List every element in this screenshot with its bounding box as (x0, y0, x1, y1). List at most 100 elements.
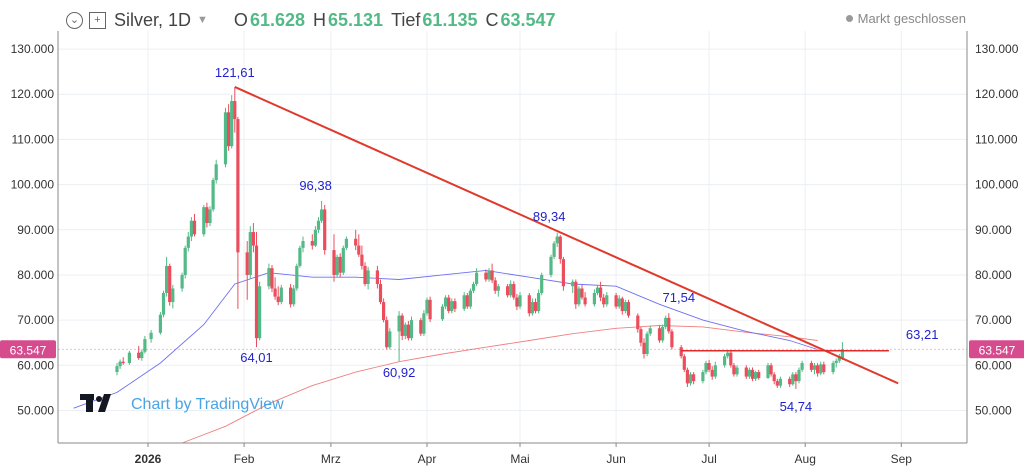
candle-body (710, 369, 714, 377)
candle-body (118, 361, 122, 367)
candle-body (583, 297, 587, 305)
candle-body (574, 281, 578, 305)
chevron-down-icon[interactable]: ▼ (197, 14, 208, 26)
candle-body (214, 164, 218, 181)
candle-body (754, 372, 758, 379)
candle-body (812, 365, 817, 370)
x-tick-label: Sep (891, 452, 913, 466)
candle-body (682, 356, 686, 370)
candle-body (465, 295, 469, 307)
candle-body (289, 287, 293, 305)
candle-body (645, 333, 649, 355)
symbol-label[interactable]: Silver, 1D (114, 9, 192, 30)
x-tick-label: Mai (510, 452, 529, 466)
candle-body (636, 315, 640, 330)
candle-body (797, 369, 801, 382)
candle-body (251, 232, 255, 246)
candle-body (552, 243, 556, 257)
candle-body (533, 302, 538, 312)
annotation-label: 121,61 (215, 65, 255, 80)
candle-body (726, 352, 730, 357)
y-tick-right: 90.000 (975, 223, 1012, 237)
candle-body (236, 119, 240, 253)
y-tick-left: 130.000 (11, 42, 55, 56)
candle-body (605, 295, 609, 305)
last-price-label-left: 63.547 (10, 343, 47, 357)
ma-blue-line (73, 269, 818, 409)
candle-body (388, 331, 392, 348)
ma-blue-series (73, 269, 818, 409)
candle-body (270, 268, 274, 289)
candle-body (623, 302, 627, 312)
annotation-label: 96,38 (299, 178, 332, 193)
candle-body (661, 326, 665, 341)
candle-body (515, 297, 519, 307)
candle-body (447, 297, 451, 312)
candle-body (298, 247, 302, 266)
candle-body (701, 372, 705, 382)
tradingview-watermark[interactable]: Chart by TradingView (131, 396, 284, 413)
ma-red-line (181, 325, 818, 444)
candle-body (425, 299, 429, 314)
candle-body (316, 220, 321, 230)
y-tick-left: 80.000 (17, 268, 54, 282)
candle-body (766, 365, 770, 378)
close-label: C (485, 9, 499, 30)
candle-body (537, 293, 541, 312)
last-price-label-right: 63.547 (979, 343, 1016, 357)
annotation-label: 71,54 (663, 290, 696, 305)
y-tick-left: 50.000 (17, 403, 54, 417)
candle-body (115, 366, 119, 373)
y-tick-left: 70.000 (17, 313, 54, 327)
y-tick-right: 80.000 (975, 268, 1012, 282)
candle-body (692, 374, 696, 382)
candle-body (757, 372, 761, 378)
candle-body (540, 274, 544, 294)
tradingview-logo-icon (80, 394, 111, 412)
candle-body (707, 363, 711, 370)
market-status-text: Markt geschlossen (857, 11, 966, 26)
market-status: Markt geschlossen (845, 11, 966, 26)
candle-body (713, 365, 717, 377)
candle-body (723, 356, 727, 366)
y-tick-right: 120.000 (975, 87, 1019, 101)
candle-body (428, 299, 432, 320)
candle-body (580, 288, 584, 298)
candle-body (323, 209, 327, 251)
collapse-circle-icon[interactable]: ⌄ (66, 11, 83, 29)
open-label: O (233, 9, 248, 30)
candle-body (577, 288, 581, 305)
candle-body (186, 236, 190, 248)
x-tick-label: Jul (701, 452, 716, 466)
candle-body (189, 220, 193, 237)
candle-body (471, 283, 476, 291)
candle-body (208, 209, 212, 223)
candle-body (496, 286, 500, 291)
candle-body (161, 293, 166, 315)
y-tick-left: 60.000 (17, 358, 54, 372)
candle-body (444, 297, 448, 307)
y-tick-left: 120.000 (11, 87, 55, 101)
candle-body (822, 364, 826, 373)
high-label: H (313, 9, 326, 30)
y-tick-right: 60.000 (975, 358, 1012, 372)
candle-body (549, 256, 553, 275)
candle-body (834, 360, 838, 364)
high-value: 65.131 (328, 9, 384, 30)
candle-body (158, 314, 162, 333)
candle-body (679, 347, 683, 357)
candle-body (400, 315, 404, 336)
candle-body (357, 245, 361, 255)
candle-body (254, 245, 259, 339)
candle-body (440, 306, 445, 320)
candle-body (778, 378, 782, 386)
candle-body (639, 329, 643, 343)
candle-body (149, 332, 153, 340)
candle-body (335, 256, 339, 275)
y-tick-right: 110.000 (975, 132, 1018, 146)
plus-square-icon[interactable]: + (89, 11, 106, 29)
candle-body (490, 270, 494, 281)
chart-header: ⌄ + Silver, 1D ▼ O 61.628 H 65.131 Tief … (66, 8, 556, 32)
candle-body (344, 238, 348, 248)
